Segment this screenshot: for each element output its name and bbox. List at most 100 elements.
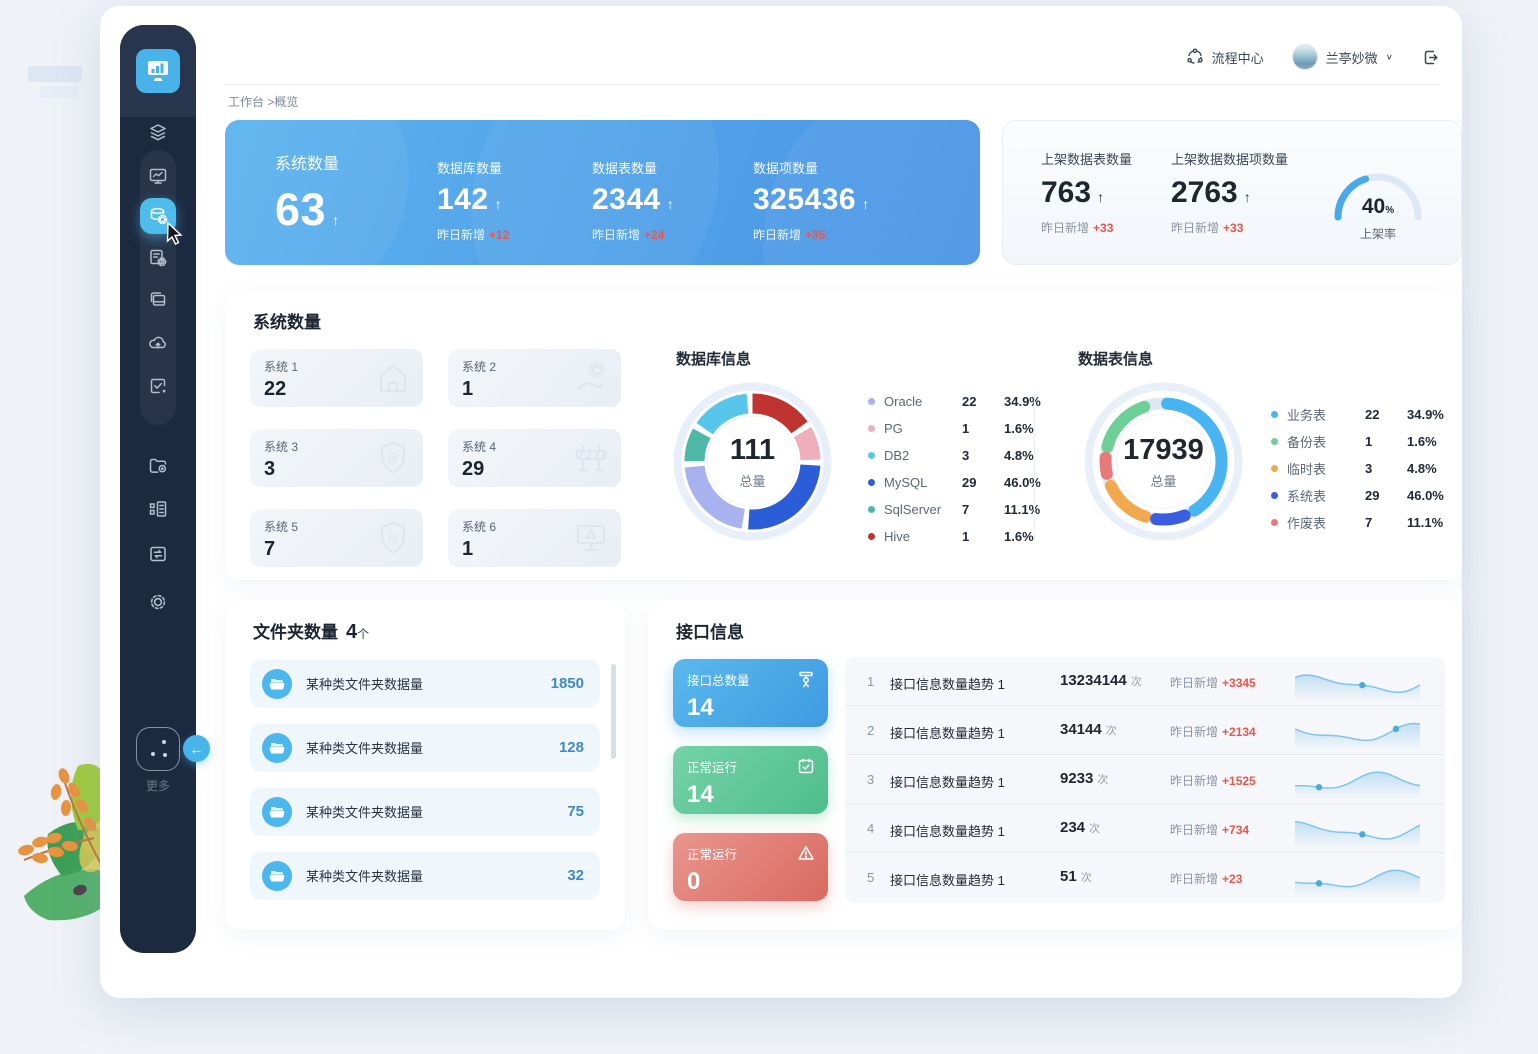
sidebar-item-settings[interactable]: [147, 591, 169, 613]
legend-row[interactable]: 业务表 22 34.9%: [1271, 406, 1444, 423]
app-logo[interactable]: [136, 49, 180, 93]
folder-plus-icon: [149, 458, 167, 473]
interface-running-card[interactable]: 正常运行 14: [673, 746, 828, 814]
folder-row[interactable]: 某种类文件夹数据量 128: [250, 723, 600, 772]
legend-row[interactable]: 作废表 7 11.1%: [1271, 514, 1444, 531]
gear-hand-icon: [571, 358, 611, 403]
collapse-sidebar-button[interactable]: ←: [183, 735, 210, 762]
logout-icon: [1424, 50, 1438, 64]
scrollbar[interactable]: [611, 664, 616, 759]
legend-row[interactable]: 系统表 29 46.0%: [1271, 487, 1444, 504]
card-label: 接口总数量: [687, 674, 750, 688]
hero-label: 数据库数量: [437, 161, 503, 176]
folder-row[interactable]: 某种类文件夹数据量 32: [250, 851, 600, 900]
hero-stats-banner: 系统数量 63 ↑ 数据库数量 142 ↑ 昨日新增 +12 数据表数量 2344 ↑ …: [225, 120, 980, 265]
interface-total-card[interactable]: 接口总数量 14: [673, 659, 828, 727]
stat-value: 2763: [1171, 176, 1238, 209]
interface-row[interactable]: 1 接口信息数量趋势 1 13234144 次 昨日新增 +3345: [845, 657, 1445, 706]
breadcrumb-workbench[interactable]: 工作台: [228, 95, 265, 109]
folder-row[interactable]: 某种类文件夹数据量 75: [250, 787, 600, 836]
projector-icon: [796, 669, 816, 694]
tile-value: 7: [264, 538, 276, 560]
background-decor-bar: [40, 86, 78, 98]
sidebar-item-audit[interactable]: [147, 375, 169, 397]
database-gear-icon: [150, 207, 168, 225]
legend-dot: [868, 425, 875, 432]
chevron-down-icon: ∨: [1385, 52, 1393, 62]
delta-label: 昨日新增: [437, 228, 486, 242]
trend-sparkline: [1295, 722, 1420, 749]
sidebar-item-catalog[interactable]: [147, 498, 169, 520]
up-arrow-icon: ↑: [862, 196, 870, 212]
legend-row[interactable]: DB2 3 4.8%: [868, 447, 1041, 464]
shelf-stats-card: 上架数据表数量 763 ↑ 昨日新增 +33 上架数据数据项数量 2763 ↑ 昨日新…: [1002, 120, 1462, 265]
up-arrow-icon: ↑: [1243, 189, 1251, 205]
tile-value: 29: [462, 458, 485, 480]
legend-row[interactable]: SqlServer 7 11.1%: [868, 501, 1041, 518]
sidebar-item-layers[interactable]: [147, 122, 169, 144]
legend-row[interactable]: Hive 1 1.6%: [868, 528, 1041, 545]
sidebar-item-windows[interactable]: [147, 289, 169, 311]
svg-text:保: 保: [388, 451, 399, 465]
shelf-rate-gauge: 40% 上架率: [1325, 163, 1431, 241]
shelf-stat-tables: 上架数据表数量 763 ↑ 昨日新增 +33: [1041, 149, 1132, 236]
delta-label: 昨日新增: [1041, 221, 1090, 235]
monitor-chart-logo-icon: [148, 61, 168, 81]
hero-value: 63: [275, 184, 327, 235]
tile-label: 系统 4: [462, 440, 497, 454]
section-title: 系统数量: [253, 313, 321, 332]
sidebar: 更多 ←: [120, 25, 210, 953]
system-tile[interactable]: 系统 6 1: [448, 509, 621, 567]
breadcrumb[interactable]: 工作台 >概览: [228, 93, 298, 110]
monitor-trend-icon: [149, 168, 167, 184]
hero-label: 系统数量: [275, 156, 340, 173]
shield-bao-icon: 保: [373, 438, 413, 483]
card-value: 14: [687, 781, 714, 808]
delta-value: +12: [489, 228, 510, 242]
sidebar-item-doc-config[interactable]: [147, 247, 169, 269]
system-tile[interactable]: 系统 2 1: [448, 349, 621, 407]
check-square-icon: [150, 378, 166, 394]
legend-dot: [868, 452, 875, 459]
legend-dot: [1271, 438, 1278, 445]
legend-row[interactable]: MySQL 29 46.0%: [868, 474, 1041, 491]
tile-value: 1: [462, 378, 474, 400]
tile-value: 22: [264, 378, 287, 400]
legend-dot: [868, 398, 875, 405]
legend-row[interactable]: Oracle 22 34.9%: [868, 393, 1041, 410]
up-arrow-icon: ↑: [1097, 189, 1105, 205]
background-decor-bar: [28, 66, 82, 82]
sidebar-item-exchange[interactable]: [147, 543, 169, 565]
tile-value: 1: [462, 538, 474, 560]
sidebar-item-cloud[interactable]: [147, 332, 169, 354]
legend-row[interactable]: 备份表 1 1.6%: [1271, 433, 1444, 450]
sidebar-item-folder-manage[interactable]: [147, 455, 169, 477]
more-button[interactable]: [136, 727, 180, 771]
system-tile[interactable]: 系统 5 7 信: [250, 509, 423, 567]
user-menu[interactable]: 兰亭妙微 ∨: [1291, 44, 1393, 70]
interface-error-card[interactable]: 正常运行 0: [673, 833, 828, 901]
interface-row[interactable]: 4 接口信息数量趋势 1 234 次 昨日新增 +734: [845, 804, 1445, 853]
process-center-link[interactable]: 流程中心: [1186, 48, 1264, 67]
system-tile[interactable]: 系统 3 3 保: [250, 429, 423, 487]
legend-row[interactable]: 临时表 3 4.8%: [1271, 460, 1444, 477]
interface-row[interactable]: 5 接口信息数量趋势 1 51 次 昨日新增 +23: [845, 853, 1445, 902]
folder-row[interactable]: 某种类文件夹数据量 1850: [250, 659, 600, 708]
tile-label: 系统 1: [264, 360, 299, 374]
interface-row[interactable]: 2 接口信息数量趋势 1 34144 次 昨日新增 +2134: [845, 706, 1445, 755]
system-tile[interactable]: 系统 1 22: [250, 349, 423, 407]
section-title: 接口信息: [676, 623, 744, 642]
interface-row[interactable]: 3 接口信息数量趋势 1 9233 次 昨日新增 +1525: [845, 755, 1445, 804]
logout-button[interactable]: [1421, 48, 1440, 67]
sidebar-item-dashboard[interactable]: [147, 165, 169, 187]
system-tile[interactable]: 系统 4 29: [448, 429, 621, 487]
delta-label: 昨日新增: [753, 228, 802, 242]
more-dots-icon: [162, 740, 166, 744]
folders-count: 4: [346, 621, 358, 643]
legend-row[interactable]: PG 1 1.6%: [868, 420, 1041, 437]
donut-center-label: 总量: [739, 473, 766, 489]
stat-label: 上架数据数据项数量: [1171, 152, 1289, 167]
up-arrow-icon: ↑: [666, 196, 674, 212]
systems-section-card: 系统数量 系统 1 22 系统 2 1 系统 3 3 保 系统 4 29: [225, 290, 1462, 580]
folders-count-unit: 个: [357, 627, 370, 641]
